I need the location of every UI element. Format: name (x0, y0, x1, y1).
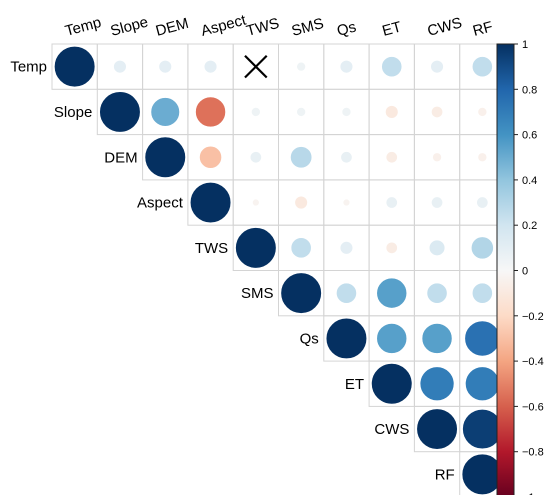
colorbar-tick-label: 1 (522, 39, 528, 51)
top-label-qs: Qs (335, 18, 358, 39)
top-label-tws: TWS (244, 15, 281, 40)
correlation-circle-aspect-aspect (189, 181, 232, 224)
correlation-circle-aspect-et (385, 196, 398, 209)
correlation-circle-cws-rf (462, 408, 503, 450)
correlation-circle-qs-et (376, 322, 408, 354)
correlation-circle-temp-cws (430, 59, 444, 74)
correlation-circle-dem-cws (432, 152, 443, 163)
top-label-temp: Temp (63, 14, 103, 40)
correlation-circle-cws-cws (416, 408, 458, 450)
row-label-slope: Slope (54, 104, 92, 121)
correlation-circle-aspect-sms (294, 195, 308, 210)
correlation-circle-sms-et (376, 277, 408, 309)
top-label-rf: RF (471, 18, 495, 40)
correlation-circle-slope-tws (250, 106, 261, 117)
correlation-circle-tws-rf (470, 236, 494, 260)
correlation-circle-tws-tws (235, 227, 277, 269)
correlation-circle-temp-dem (158, 59, 173, 74)
correlation-circle-sms-qs (335, 282, 358, 304)
correlation-circle-qs-cws (421, 322, 453, 354)
correlation-circle-slope-sms (296, 106, 307, 117)
colorbar-gradient (496, 43, 515, 495)
correlation-circle-et-et (370, 362, 413, 405)
correlation-circle-sms-cws (426, 282, 448, 304)
correlation-circle-slope-aspect (195, 96, 227, 128)
correlation-circle-temp-qs (339, 59, 354, 74)
correlation-circle-slope-qs (341, 106, 352, 117)
correlation-circle-temp-aspect (203, 59, 218, 74)
correlation-circle-aspect-cws (430, 196, 444, 209)
row-label-qs: Qs (300, 330, 319, 347)
row-label-rf: RF (435, 466, 455, 483)
colorbar-tick-label: 0 (522, 266, 528, 278)
row-label-temp: Temp (10, 59, 47, 76)
correlation-circle-qs-qs (325, 317, 368, 360)
row-label-et: ET (345, 376, 364, 393)
correlation-circle-temp-et (381, 56, 403, 78)
correlation-circle-temp-temp (53, 45, 96, 88)
correlation-circle-tws-et (385, 241, 398, 255)
colorbar-tick-label: 0.2 (522, 220, 537, 232)
correlation-circle-qs-rf (464, 320, 501, 357)
colorbar: 1 0.8 0.6 0.4 0.2 0 −0.2 −0.4 −0.6 −0.8 −1 (496, 39, 544, 495)
colorbar-tick-label: 0.6 (522, 130, 537, 142)
colorbar-tick-label: −0.2 (522, 311, 544, 323)
correlation-circle-temp-slope (113, 59, 127, 74)
top-label-dem: DEM (154, 15, 191, 40)
correlation-circles (53, 45, 504, 495)
correlation-circle-sms-rf (471, 282, 493, 304)
top-label-et: ET (380, 18, 403, 39)
row-label-aspect: Aspect (137, 195, 184, 212)
colorbar-tick-label: −0.4 (522, 356, 544, 368)
correlation-circle-slope-rf (477, 106, 488, 117)
correlation-circle-sms-sms (280, 272, 322, 314)
correlation-circle-dem-sms (289, 146, 313, 169)
correlation-circle-aspect-rf (476, 196, 489, 209)
correlation-circle-dem-et (385, 151, 398, 164)
colorbar-tick-label: 0.8 (522, 84, 537, 96)
colorbar-tick-label: −0.8 (522, 447, 544, 459)
colorbar-tick-label: −0.6 (522, 401, 544, 413)
colorbar-tick-label: −1 (522, 492, 535, 495)
correlation-circle-dem-qs (340, 151, 353, 164)
correlation-circle-aspect-qs (342, 198, 351, 207)
correlation-circle-tws-qs (339, 241, 354, 255)
top-label-cws: CWS (426, 14, 464, 39)
correlation-circle-temp-sms (296, 61, 307, 72)
row-label-tws: TWS (195, 240, 228, 257)
top-label-aspect: Aspect (199, 11, 248, 40)
correlation-circle-et-rf (464, 366, 500, 402)
correlation-circle-slope-cws (430, 105, 444, 119)
correlation-circle-dem-tws (249, 151, 263, 164)
correlation-circle-tws-sms (290, 237, 312, 259)
colorbar-tick-label: 0.4 (522, 175, 537, 187)
row-label-cws: CWS (374, 421, 409, 438)
correlation-circle-slope-dem (150, 97, 181, 127)
top-label-sms: SMS (290, 15, 326, 40)
correlation-circle-slope-et (384, 105, 399, 119)
top-label-slope: Slope (109, 14, 150, 40)
correlation-circle-et-cws (419, 366, 455, 402)
correlation-circle-dem-rf (477, 152, 488, 163)
correlation-circle-dem-dem (144, 136, 187, 179)
insignificant-marker (244, 55, 268, 79)
row-label-dem: DEM (104, 149, 137, 166)
correlation-circle-aspect-tws (251, 198, 260, 207)
correlation-circle-slope-slope (99, 91, 141, 133)
correlation-circle-tws-cws (428, 239, 446, 257)
row-label-sms: SMS (241, 285, 274, 302)
correlation-circle-temp-rf (471, 56, 493, 78)
correlation-circle-dem-aspect (198, 145, 223, 169)
